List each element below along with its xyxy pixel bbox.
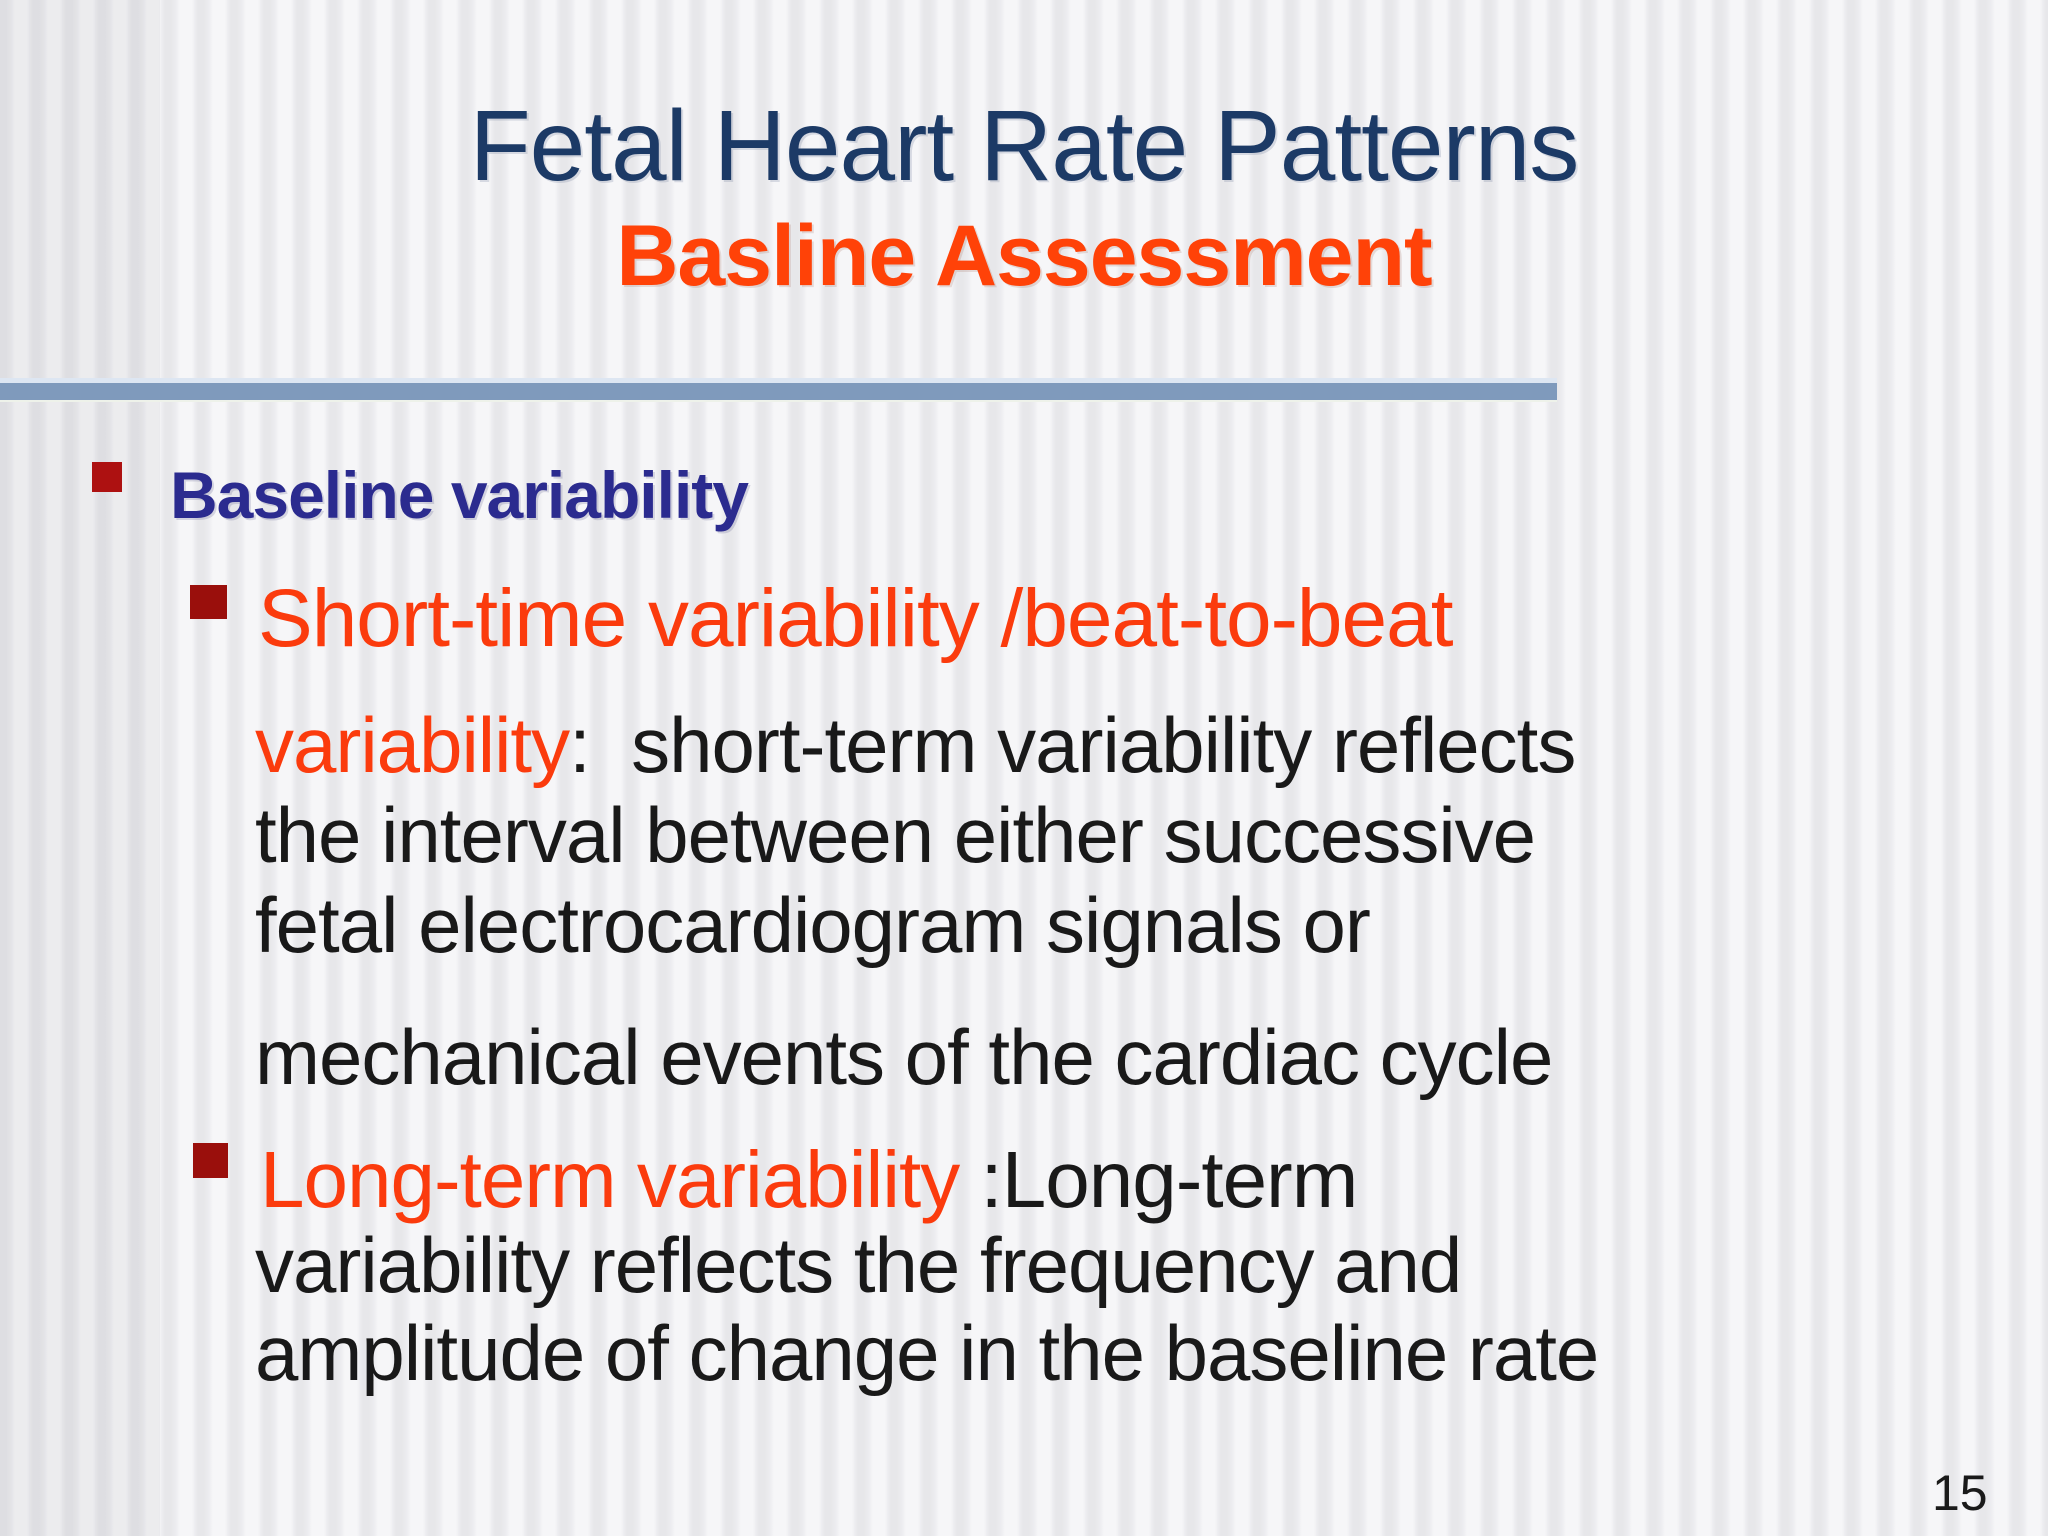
subbullet-2-line-3: amplitude of change in the baseline rate [255,1309,1599,1397]
square-bullet-icon [92,462,122,492]
title-separator-rule [0,378,1557,402]
subbullet-1-line-1: variability: short-term variability refl… [255,706,1576,784]
subbullet-2-line-1-orange: Long-term variability [260,1135,981,1224]
subbullet-1-line-4: mechanical events of the cardiac cycle [255,1013,1553,1101]
subbullet-1-line-2: the interval between either successive [255,791,1536,879]
slide-title: Fetal Heart Rate Patterns [469,90,1580,202]
square-bullet-icon [190,585,227,619]
subbullet-2-line-1: Long-term variability :Long-term [260,1140,1358,1220]
subbullet-1-line-1-orange: variability [255,701,570,789]
subbullet-1-lead: Short-time variability /beat-to-beat [258,573,1454,664]
bullet-heading: Baseline variability [170,458,749,532]
subbullet-2-line-2: variability reflects the frequency and [255,1221,1462,1309]
slide-subtitle: Basline Assessment [616,208,1432,304]
page-number: 15 [1932,1465,1988,1521]
left-shade-band [0,0,160,1536]
subbullet-2-line-1-rest: :Long-term [980,1135,1359,1224]
subbullet-1-line-3: fetal electrocardiogram signals or [255,881,1371,969]
subbullet-1-line-1-rest: : short-term variability reflects [569,701,1576,789]
square-bullet-icon [193,1143,228,1178]
